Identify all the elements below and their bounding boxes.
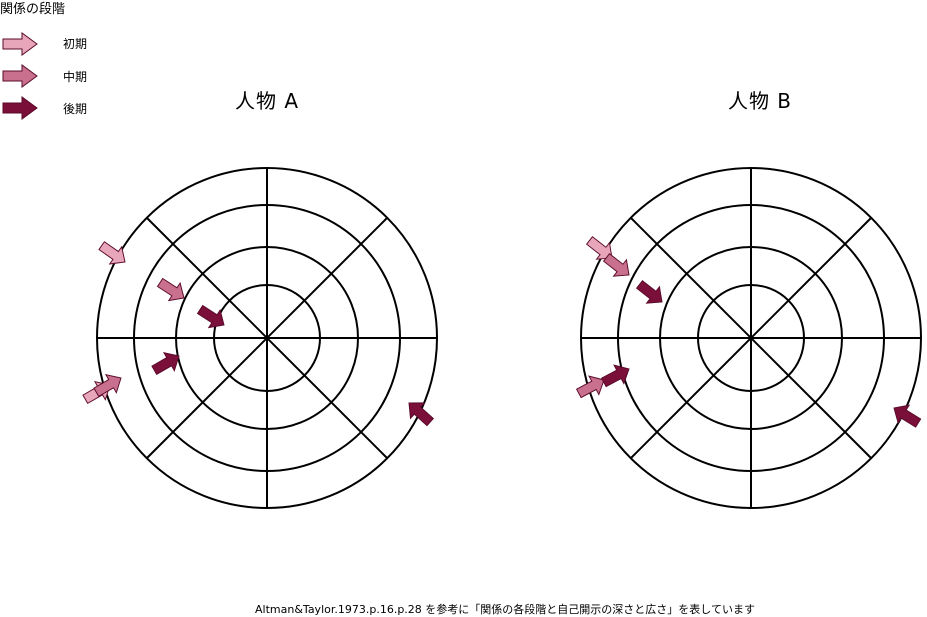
legend: 関係の段階 初期 中期 後期 xyxy=(0,2,87,120)
arrow-late xyxy=(893,404,922,428)
spoke-diagonal-2 xyxy=(146,217,388,459)
arrow-late xyxy=(196,304,225,329)
legend-label-middle: 中期 xyxy=(63,69,87,84)
arrow-late xyxy=(151,351,180,376)
penetration-arrows-b xyxy=(575,236,922,428)
arrow-late xyxy=(600,364,630,388)
legend-label-early: 初期 xyxy=(63,37,87,51)
source-caption: Altman&Taylor.1973.p.16.p.28 を参考に「関係の各段階… xyxy=(255,602,755,616)
arrow-early xyxy=(585,236,613,260)
legend-label-late: 後期 xyxy=(63,102,87,116)
legend-title: 関係の段階 xyxy=(0,2,65,17)
diagram-person-b: 人物 B xyxy=(575,89,922,509)
arrow-middle xyxy=(93,373,122,398)
arrow-middle xyxy=(602,253,630,277)
arrow-middle xyxy=(156,277,185,302)
arrow-early xyxy=(98,241,126,265)
diagram-person-a: 人物 A xyxy=(82,89,438,509)
legend-arrow-middle-icon xyxy=(2,64,38,88)
spoke-diagonal-2 xyxy=(630,217,872,459)
legend-arrow-late-icon xyxy=(2,96,38,120)
legend-item-middle: 中期 xyxy=(2,64,87,88)
person-a-title: 人物 A xyxy=(235,89,299,113)
arrow-middle xyxy=(575,375,605,399)
penetration-arrows-a xyxy=(82,241,435,427)
legend-item-late: 後期 xyxy=(2,96,87,120)
arrow-late xyxy=(635,280,663,304)
arrow-late xyxy=(408,402,435,427)
legend-item-early: 初期 xyxy=(2,32,87,56)
person-b-title: 人物 B xyxy=(728,89,792,113)
legend-arrow-early-icon xyxy=(2,32,38,56)
